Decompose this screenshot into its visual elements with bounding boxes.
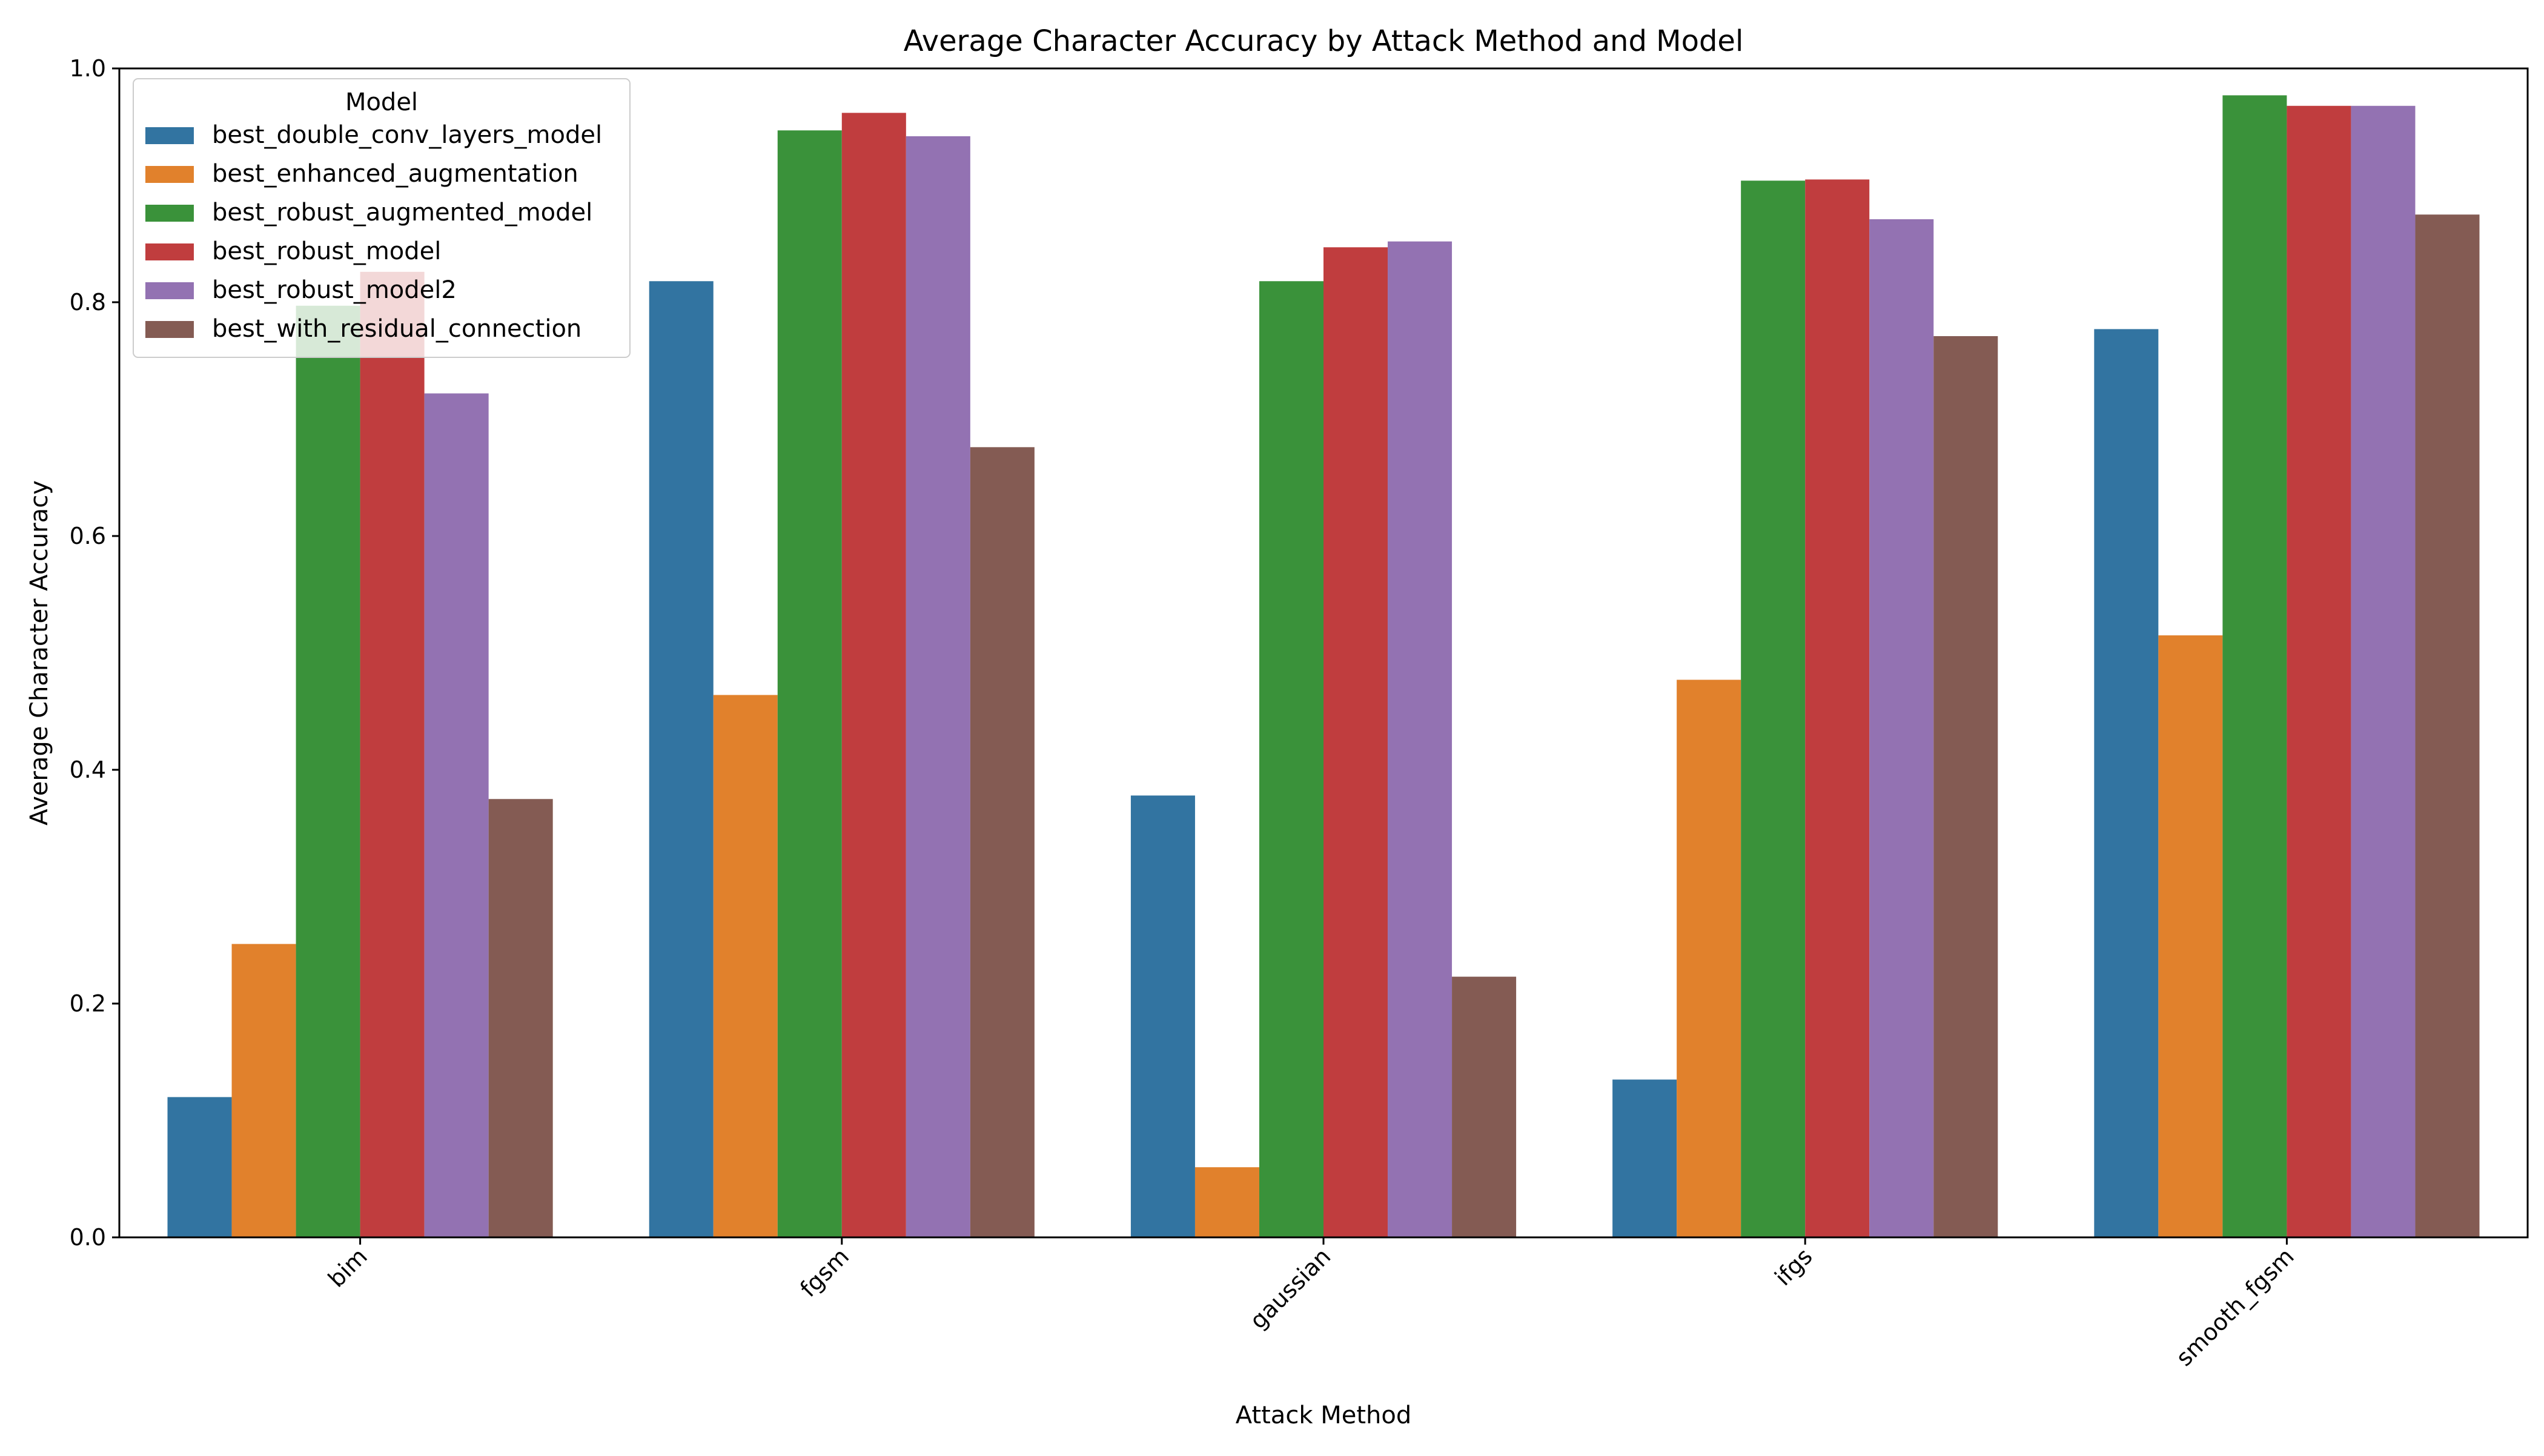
legend-swatch-best_with_residual_connection [145,321,194,338]
bar-best_robust_model-gaussian [1323,247,1388,1237]
bar-best_robust_model-bim [360,271,425,1237]
bar-best_robust_model-smooth_fgsm [2287,105,2351,1237]
bar-best_enhanced_augmentation-fgsm [713,695,778,1237]
y-tick-label: 0.2 [70,990,106,1017]
bar-best_with_residual_connection-gaussian [1452,976,1517,1237]
x-axis-label: Attack Method [1236,1401,1411,1429]
legend-swatch-best_robust_augmented_model [145,205,194,222]
y-tick-label: 0.6 [70,523,106,549]
bar-best_enhanced_augmentation-ifgs [1677,680,1741,1237]
legend-label-best_robust_augmented_model: best_robust_augmented_model [212,199,592,227]
chart-title: Average Character Accuracy by Attack Met… [904,24,1744,58]
bar-best_robust_model2-gaussian [1388,241,1453,1237]
bar-best_robust_model2-ifgs [1869,219,1934,1238]
bar-best_with_residual_connection-fgsm [970,447,1035,1237]
y-tick-label: 0.0 [70,1224,106,1251]
bar-best_robust_augmented_model-fgsm [777,130,842,1237]
bar-best_robust_augmented_model-smooth_fgsm [2222,95,2287,1237]
bar-best_double_conv_layers_model-smooth_fgsm [2094,329,2159,1237]
x-tick-label-smooth_fgsm: smooth_fgsm [2171,1243,2299,1371]
x-tick-label-ifgs: ifgs [1769,1243,1817,1291]
bar-best_robust_model2-fgsm [906,136,970,1238]
bar-best_robust_augmented_model-ifgs [1741,180,1806,1237]
legend-title: Model [345,88,418,116]
bar-best_with_residual_connection-bim [488,799,553,1237]
y-tick-label: 0.4 [70,756,106,783]
bar-best_enhanced_augmentation-gaussian [1194,1167,1259,1237]
bar-best_double_conv_layers_model-fgsm [649,281,714,1237]
bar-best_enhanced_augmentation-bim [231,944,296,1237]
legend-swatch-best_robust_model [145,243,194,260]
bar-best_double_conv_layers_model-ifgs [1612,1079,1677,1237]
bar-best_double_conv_layers_model-bim [167,1097,232,1237]
y-axis-label: Average Character Accuracy [25,480,53,826]
bar-best_with_residual_connection-smooth_fgsm [2415,214,2480,1237]
bar-best_enhanced_augmentation-smooth_fgsm [2158,635,2223,1237]
bar-best_double_conv_layers_model-gaussian [1130,795,1195,1237]
legend-label-best_with_residual_connection: best_with_residual_connection [212,315,581,343]
legend-swatch-best_robust_model2 [145,282,194,299]
bar-best_robust_model-fgsm [841,113,906,1238]
bar-best_robust_model2-bim [424,393,489,1237]
bar-best_robust_augmented_model-gaussian [1259,281,1323,1237]
legend-label-best_enhanced_augmentation: best_enhanced_augmentation [212,160,578,188]
y-tick-label: 0.8 [70,289,106,316]
y-tick-label: 1.0 [70,55,106,82]
bar-best_with_residual_connection-ifgs [1933,336,1998,1237]
legend-label-best_robust_model: best_robust_model [212,237,441,265]
bar-best_robust_model2-smooth_fgsm [2351,105,2416,1237]
legend: Model best_double_conv_layers_model best_e… [133,78,631,358]
legend-swatch-best_double_conv_layers_model [145,127,194,144]
legend-box [133,78,631,358]
legend-label-best_double_conv_layers_model: best_double_conv_layers_model [212,121,602,149]
bar-best_robust_augmented_model-bim [296,305,360,1237]
x-tick-label-bim: bim [323,1243,373,1292]
legend-swatch-best_enhanced_augmentation [145,166,194,183]
x-tick-label-fgsm: fgsm [795,1243,854,1302]
x-tick-label-gaussian: gaussian [1245,1243,1336,1334]
bar-best_robust_model-ifgs [1805,179,1870,1238]
legend-label-best_robust_model2: best_robust_model2 [212,276,457,304]
